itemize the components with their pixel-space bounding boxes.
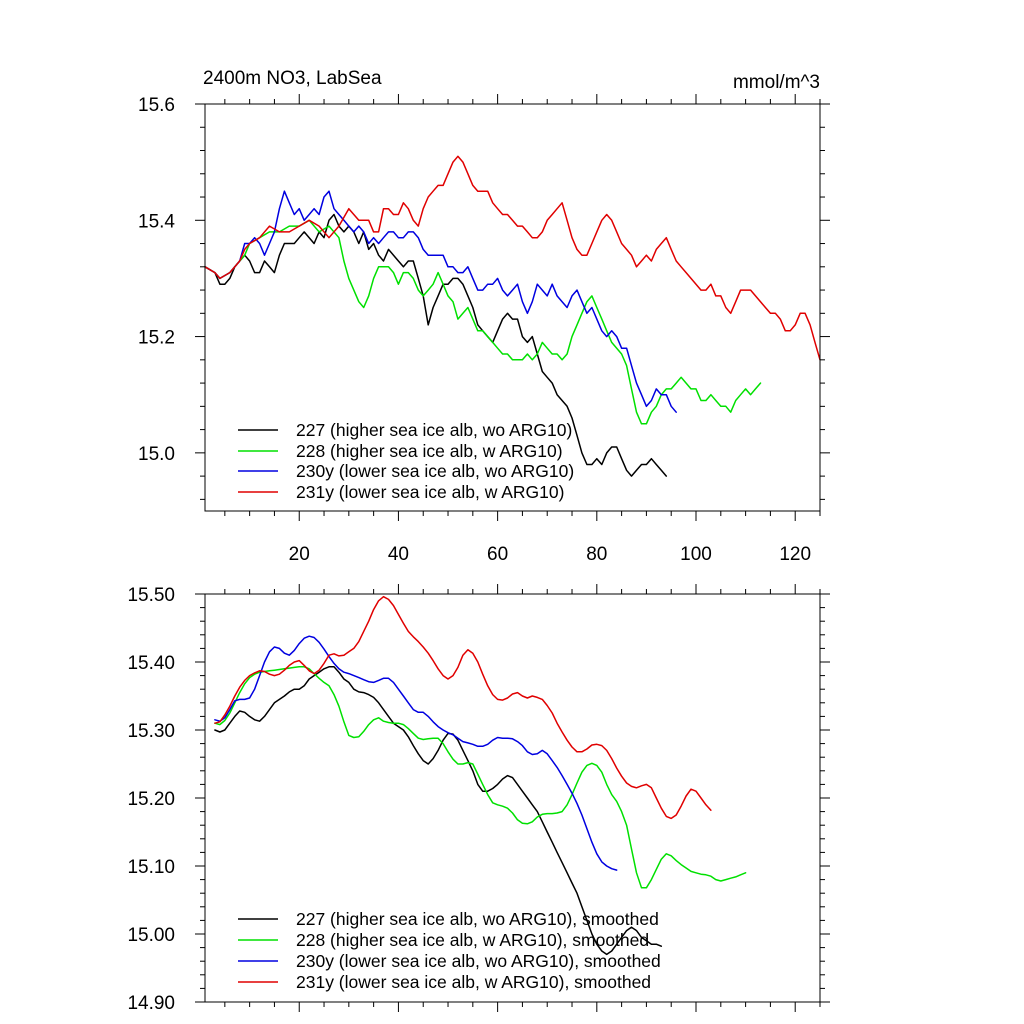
legend: 227 (higher sea ice alb, wo ARG10) 228 (… [238,420,574,502]
series-line-227 [204,213,668,477]
y-tick-label: 15.00 [127,925,175,946]
bottom-chart: 227 (higher sea ice alb, wo ARG10), smoo… [127,584,830,1014]
series-line-228-smoothed [214,666,747,889]
x-tick-label: 80 [586,544,607,565]
legend-label-227-smoothed: 227 (higher sea ice alb, wo ARG10), smoo… [296,909,659,929]
y-tick-label: 15.10 [127,857,175,878]
series-line-230y-smoothed [214,635,618,871]
legend-label-230y: 230y (lower sea ice alb, wo ARG10) [296,461,574,481]
series-line-230y [204,190,677,413]
axes: 14.90 15.00 15.10 15.20 15.30 15.40 15.50 [127,584,830,1014]
x-tick-label: 100 [680,544,712,565]
legend-label-228-smoothed: 228 (higher sea ice alb, w ARG10), smoot… [296,930,649,950]
series-layer [204,155,821,477]
legend-label-227: 227 (higher sea ice alb, wo ARG10) [296,420,572,440]
y-tick-label: 15.20 [127,789,175,810]
series-line-227-smoothed [214,666,663,956]
series-line-231y [204,155,821,361]
y-tick-label: 15.6 [138,95,175,116]
axes: 20 40 60 80 100 120 15.0 15.2 15.4 15.6 [138,94,830,565]
plot-frame [204,103,821,512]
legend-label-228: 228 (higher sea ice alb, w ARG10) [296,441,563,461]
y-tick-label: 15.50 [127,585,175,606]
y-tick-label: 14.90 [127,993,175,1014]
top-chart: 2400m NO3, LabSea mmol/m^3 227 (higher s… [138,68,830,565]
y-tick-label: 15.2 [138,328,175,349]
x-tick-label: 120 [779,544,811,565]
legend-label-230y-smoothed: 230y (lower sea ice alb, wo ARG10), smoo… [296,951,661,971]
series-line-228 [204,219,762,425]
y-tick-label: 15.30 [127,721,175,742]
units-label: mmol/m^3 [733,72,820,93]
y-tick-label: 15.40 [127,653,175,674]
series-layer [214,595,747,956]
chart-title: 2400m NO3, LabSea [203,68,382,89]
x-tick-label: 60 [487,544,508,565]
y-tick-label: 15.4 [138,211,175,232]
legend: 227 (higher sea ice alb, wo ARG10), smoo… [238,909,661,992]
x-tick-label: 40 [388,544,409,565]
y-tick-label: 15.0 [138,444,175,465]
legend-label-231y: 231y (lower sea ice alb, w ARG10) [296,482,564,502]
series-line-231y-smoothed [214,595,712,820]
legend-label-231y-smoothed: 231y (lower sea ice alb, w ARG10), smoot… [296,972,651,992]
x-tick-label: 20 [289,544,310,565]
